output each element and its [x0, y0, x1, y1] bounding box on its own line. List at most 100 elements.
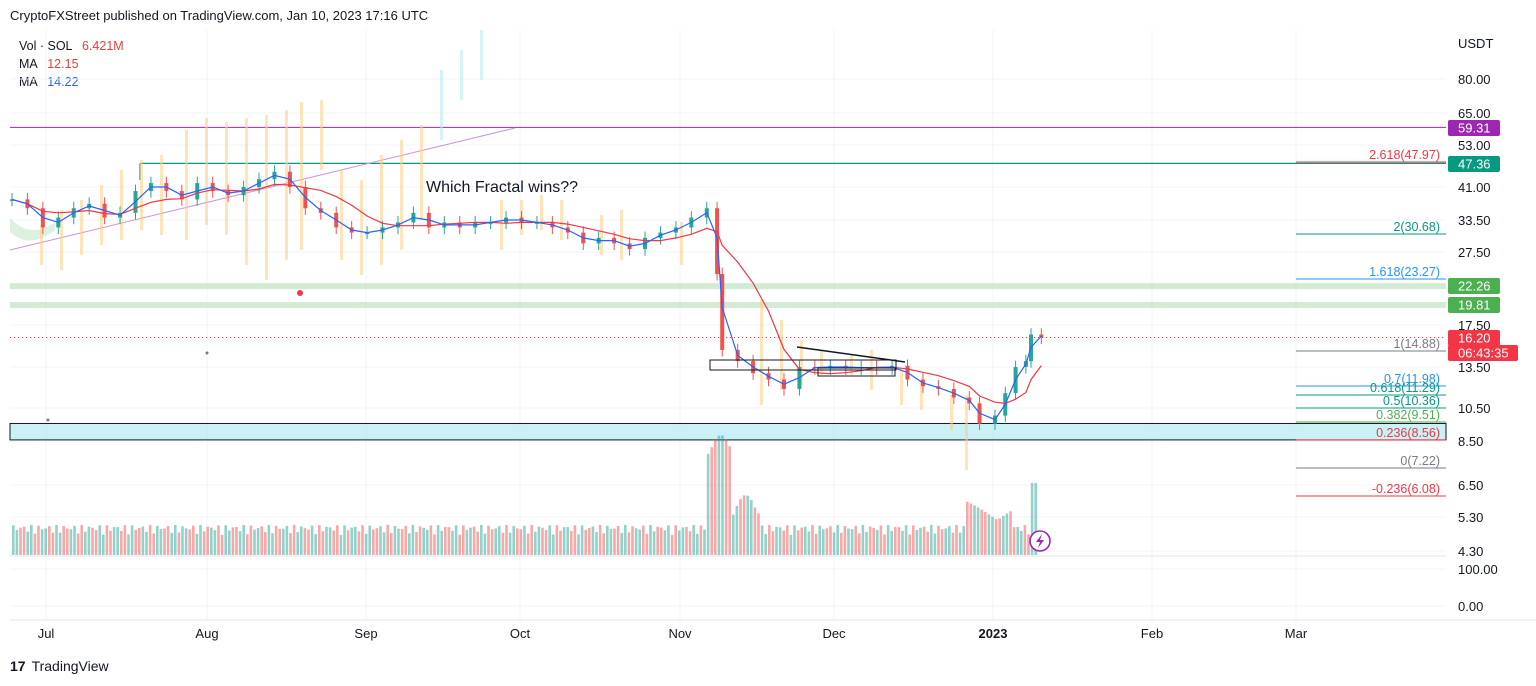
price-badge	[1448, 156, 1500, 172]
volume-bar	[987, 514, 991, 555]
ma-blue-line	[11, 174, 1042, 421]
volume-bar	[105, 525, 109, 555]
price-badge-label: 22.26	[1458, 279, 1491, 294]
volume-bar	[66, 528, 69, 555]
volume-bar	[552, 534, 555, 555]
volume-bar	[937, 525, 940, 555]
volume-bar	[667, 525, 670, 555]
fractal-bar	[185, 130, 188, 240]
fractal-bar	[480, 30, 483, 80]
volume-bar	[494, 528, 497, 555]
volume-bars	[12, 435, 1037, 555]
volume-bar	[512, 526, 515, 555]
volume-bar	[544, 530, 548, 555]
fractal-bar	[265, 115, 268, 280]
volume-bar	[616, 525, 620, 555]
fractal-bar	[680, 222, 683, 265]
volume-bar	[562, 527, 566, 555]
volume-bar	[1027, 534, 1030, 555]
volume-bar	[822, 529, 825, 555]
volume-bar	[364, 533, 368, 555]
volume-bar	[688, 531, 692, 555]
volume-bar	[786, 525, 789, 555]
fib-label: 0.618(11.29)	[1370, 381, 1440, 395]
marker-dot	[205, 351, 209, 355]
volume-bar	[130, 525, 134, 555]
time-tick-label: Oct	[510, 626, 531, 641]
volume-bar	[732, 514, 735, 555]
volume-bar	[919, 527, 922, 555]
fractal-bar	[40, 225, 43, 265]
fib-label: 0.5(10.36)	[1383, 394, 1440, 408]
volume-bar	[631, 526, 634, 555]
volume-bar	[202, 531, 206, 555]
volume-bar	[127, 534, 130, 555]
volume-bar	[51, 532, 55, 555]
tradingview-logo-icon: 17	[10, 658, 26, 674]
volume-bar	[210, 527, 213, 555]
volume-bar	[973, 505, 976, 555]
highlight-shape	[10, 218, 55, 241]
volume-bar	[894, 527, 897, 555]
volume-bar	[912, 525, 915, 555]
volume-bar	[840, 532, 843, 555]
volume-bar	[850, 529, 854, 555]
candle-body	[1039, 334, 1044, 338]
volume-bar	[627, 532, 631, 555]
volume-bar	[966, 501, 969, 555]
volume-bar	[15, 530, 19, 555]
volume-bar	[721, 435, 724, 555]
volume-bar	[1009, 511, 1012, 555]
price-badge-label: 59.31	[1458, 121, 1491, 136]
trend-line	[9, 127, 516, 251]
fractal-bar	[420, 125, 423, 220]
volume-bar	[328, 527, 332, 555]
level-band	[10, 283, 1446, 290]
fractal-bar	[60, 210, 63, 270]
volume-bar	[256, 528, 260, 555]
volume-bar	[303, 528, 307, 555]
volume-bar	[379, 526, 382, 555]
level-band	[10, 301, 1446, 308]
volume-bar	[940, 529, 944, 555]
volume-bar	[372, 529, 375, 555]
price-tick-label: 10.50	[1458, 401, 1491, 416]
volume-bar	[368, 525, 371, 555]
volume-bar	[955, 525, 958, 555]
volume-bar	[231, 527, 235, 555]
volume-bar	[94, 530, 98, 555]
price-tick-label: 27.50	[1458, 245, 1491, 260]
volume-bar	[760, 525, 764, 555]
candle-body	[9, 199, 14, 201]
fractal-bar	[380, 155, 383, 265]
volume-bar	[649, 525, 652, 555]
alert-icon[interactable]	[1029, 530, 1051, 552]
price-tick-label: 6.50	[1458, 478, 1483, 493]
volume-bar	[969, 503, 973, 555]
fib-label: -0.236(6.08)	[1372, 482, 1440, 496]
volume-bar	[469, 527, 472, 555]
fib-label: 2.618(47.97)	[1369, 148, 1440, 162]
volume-bar	[195, 533, 199, 555]
ma-red-legend-row[interactable]: MA 12.15	[19, 55, 130, 73]
volume-bar	[436, 525, 440, 555]
tradingview-footer[interactable]: 17 TradingView	[10, 658, 109, 674]
volume-bar	[717, 435, 721, 555]
volume-bar	[922, 526, 926, 555]
volume-bar	[775, 526, 778, 555]
price-badge-label: 16.20	[1458, 331, 1491, 346]
price-badge-label: 47.36	[1458, 157, 1491, 172]
volume-bar	[206, 526, 209, 555]
volume-bar	[638, 529, 641, 555]
fractal-bar	[160, 155, 163, 235]
fractal-bar	[600, 215, 603, 255]
volume-bar	[22, 526, 26, 555]
fib-label: 0.7(11.98)	[1384, 372, 1440, 386]
volume-bar	[962, 526, 965, 555]
volume-bar	[120, 530, 123, 555]
volume-bar	[915, 530, 919, 555]
volume-bar	[591, 526, 595, 555]
marker-dot	[46, 418, 50, 422]
volume-bar	[181, 526, 184, 555]
